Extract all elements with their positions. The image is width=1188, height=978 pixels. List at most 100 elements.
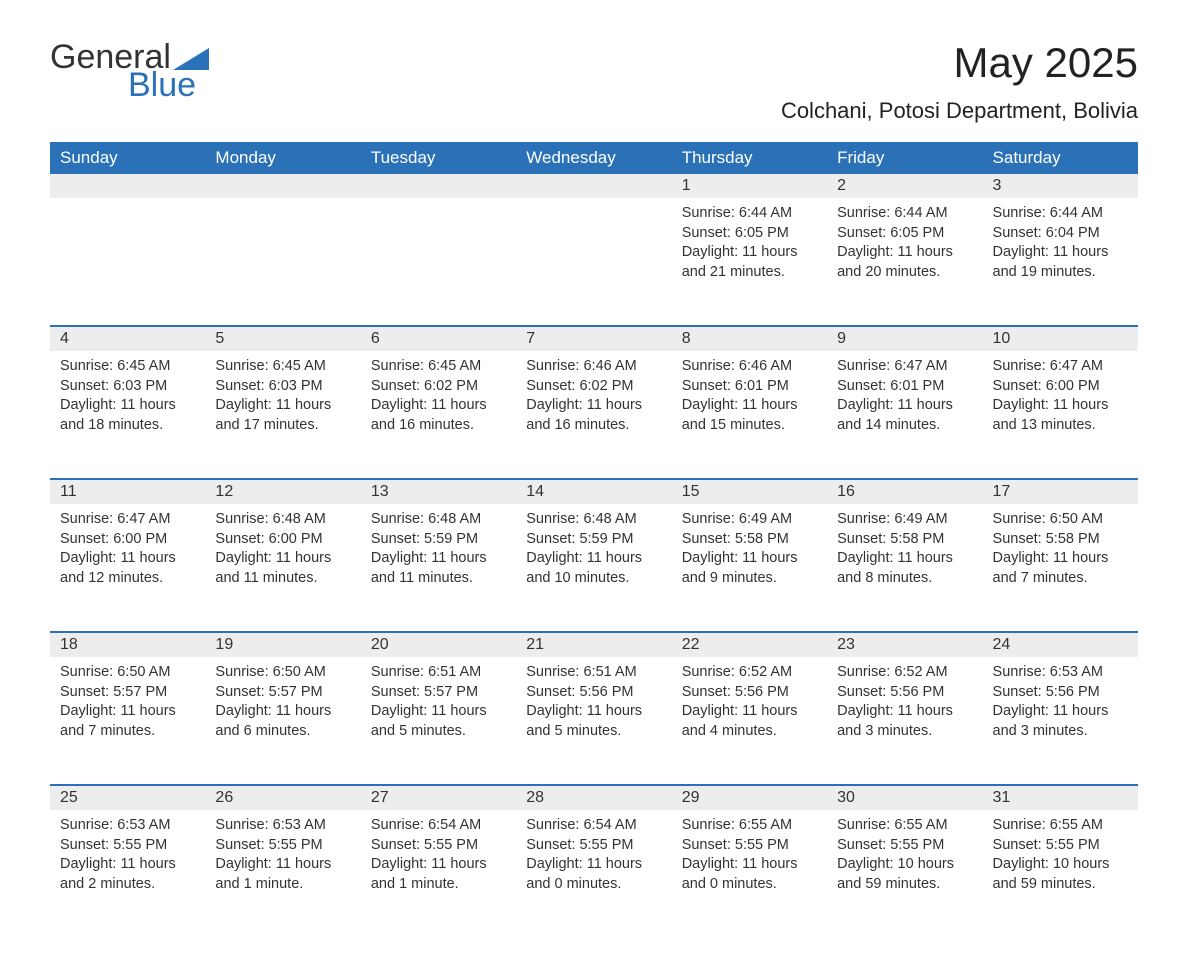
- day-content-cell: [516, 198, 671, 326]
- day-content-cell: Sunrise: 6:55 AMSunset: 5:55 PMDaylight:…: [983, 810, 1138, 938]
- daylight-line: Daylight: 11 hours and 6 minutes.: [215, 702, 350, 741]
- daylight-line: Daylight: 11 hours and 11 minutes.: [371, 549, 506, 588]
- day-content-cell: Sunrise: 6:51 AMSunset: 5:56 PMDaylight:…: [516, 657, 671, 785]
- day-content-cell: Sunrise: 6:55 AMSunset: 5:55 PMDaylight:…: [672, 810, 827, 938]
- daylight-line: Daylight: 11 hours and 20 minutes.: [837, 243, 972, 282]
- daylight-line: Daylight: 11 hours and 4 minutes.: [682, 702, 817, 741]
- sunset-line: Sunset: 6:00 PM: [60, 530, 195, 550]
- daylight-line: Daylight: 11 hours and 16 minutes.: [371, 396, 506, 435]
- day-content-cell: Sunrise: 6:45 AMSunset: 6:03 PMDaylight:…: [50, 351, 205, 479]
- sunrise-line: Sunrise: 6:47 AM: [837, 357, 972, 377]
- sunset-line: Sunset: 5:56 PM: [837, 683, 972, 703]
- day-number-cell: 2: [827, 174, 982, 198]
- sunrise-line: Sunrise: 6:44 AM: [682, 204, 817, 224]
- day-content-cell: Sunrise: 6:44 AMSunset: 6:05 PMDaylight:…: [827, 198, 982, 326]
- sunset-line: Sunset: 6:01 PM: [837, 377, 972, 397]
- day-number-cell: 4: [50, 326, 205, 351]
- day-content-cell: Sunrise: 6:46 AMSunset: 6:01 PMDaylight:…: [672, 351, 827, 479]
- sunset-line: Sunset: 5:55 PM: [371, 836, 506, 856]
- day-content-cell: Sunrise: 6:54 AMSunset: 5:55 PMDaylight:…: [516, 810, 671, 938]
- sunrise-line: Sunrise: 6:49 AM: [682, 510, 817, 530]
- day-content: Sunrise: 6:55 AMSunset: 5:55 PMDaylight:…: [672, 810, 827, 904]
- daylight-line: Daylight: 11 hours and 18 minutes.: [60, 396, 195, 435]
- day-number-row: 11121314151617: [50, 479, 1138, 504]
- logo: General Blue: [50, 40, 209, 102]
- sunrise-line: Sunrise: 6:51 AM: [371, 663, 506, 683]
- day-content-cell: Sunrise: 6:45 AMSunset: 6:02 PMDaylight:…: [361, 351, 516, 479]
- sunset-line: Sunset: 5:57 PM: [371, 683, 506, 703]
- day-content: Sunrise: 6:48 AMSunset: 6:00 PMDaylight:…: [205, 504, 360, 598]
- weekday-header: Saturday: [983, 142, 1138, 174]
- day-number-cell: 28: [516, 785, 671, 810]
- sunrise-line: Sunrise: 6:50 AM: [60, 663, 195, 683]
- day-number-cell: 21: [516, 632, 671, 657]
- sunrise-line: Sunrise: 6:48 AM: [215, 510, 350, 530]
- sunset-line: Sunset: 6:02 PM: [371, 377, 506, 397]
- day-content-cell: Sunrise: 6:55 AMSunset: 5:55 PMDaylight:…: [827, 810, 982, 938]
- day-number-cell: 24: [983, 632, 1138, 657]
- sunset-line: Sunset: 5:58 PM: [837, 530, 972, 550]
- sunset-line: Sunset: 5:57 PM: [215, 683, 350, 703]
- daylight-line: Daylight: 11 hours and 0 minutes.: [682, 855, 817, 894]
- day-content-cell: [205, 198, 360, 326]
- day-content: Sunrise: 6:53 AMSunset: 5:56 PMDaylight:…: [983, 657, 1138, 751]
- daylight-line: Daylight: 11 hours and 7 minutes.: [993, 549, 1128, 588]
- header: General Blue May 2025 Colchani, Potosi D…: [50, 40, 1138, 124]
- day-content-cell: Sunrise: 6:46 AMSunset: 6:02 PMDaylight:…: [516, 351, 671, 479]
- day-number-cell: 10: [983, 326, 1138, 351]
- sunrise-line: Sunrise: 6:53 AM: [60, 816, 195, 836]
- day-content: Sunrise: 6:47 AMSunset: 6:00 PMDaylight:…: [50, 504, 205, 598]
- day-content: Sunrise: 6:45 AMSunset: 6:02 PMDaylight:…: [361, 351, 516, 445]
- day-content-row: Sunrise: 6:44 AMSunset: 6:05 PMDaylight:…: [50, 198, 1138, 326]
- day-content: Sunrise: 6:50 AMSunset: 5:57 PMDaylight:…: [205, 657, 360, 751]
- sunset-line: Sunset: 5:56 PM: [526, 683, 661, 703]
- day-number-cell: 8: [672, 326, 827, 351]
- sunset-line: Sunset: 6:03 PM: [215, 377, 350, 397]
- day-content-row: Sunrise: 6:45 AMSunset: 6:03 PMDaylight:…: [50, 351, 1138, 479]
- daylight-line: Daylight: 11 hours and 1 minute.: [371, 855, 506, 894]
- day-content-cell: Sunrise: 6:44 AMSunset: 6:05 PMDaylight:…: [672, 198, 827, 326]
- sunset-line: Sunset: 5:55 PM: [993, 836, 1128, 856]
- day-content: Sunrise: 6:51 AMSunset: 5:56 PMDaylight:…: [516, 657, 671, 751]
- daylight-line: Daylight: 11 hours and 10 minutes.: [526, 549, 661, 588]
- day-content: Sunrise: 6:54 AMSunset: 5:55 PMDaylight:…: [516, 810, 671, 904]
- day-content-cell: Sunrise: 6:50 AMSunset: 5:57 PMDaylight:…: [205, 657, 360, 785]
- sunrise-line: Sunrise: 6:52 AM: [837, 663, 972, 683]
- sunrise-line: Sunrise: 6:55 AM: [682, 816, 817, 836]
- day-content-cell: Sunrise: 6:45 AMSunset: 6:03 PMDaylight:…: [205, 351, 360, 479]
- day-content: Sunrise: 6:45 AMSunset: 6:03 PMDaylight:…: [50, 351, 205, 445]
- daylight-line: Daylight: 11 hours and 19 minutes.: [993, 243, 1128, 282]
- daylight-line: Daylight: 11 hours and 12 minutes.: [60, 549, 195, 588]
- daylight-line: Daylight: 11 hours and 17 minutes.: [215, 396, 350, 435]
- sunrise-line: Sunrise: 6:45 AM: [215, 357, 350, 377]
- day-number-cell: 25: [50, 785, 205, 810]
- day-number-cell: [361, 174, 516, 198]
- weekday-header: Wednesday: [516, 142, 671, 174]
- day-content-cell: Sunrise: 6:51 AMSunset: 5:57 PMDaylight:…: [361, 657, 516, 785]
- title-block: May 2025 Colchani, Potosi Department, Bo…: [781, 40, 1138, 124]
- sunrise-line: Sunrise: 6:46 AM: [682, 357, 817, 377]
- weekday-header: Monday: [205, 142, 360, 174]
- sunset-line: Sunset: 6:03 PM: [60, 377, 195, 397]
- day-number-cell: 3: [983, 174, 1138, 198]
- sunset-line: Sunset: 6:04 PM: [993, 224, 1128, 244]
- day-number-cell: 20: [361, 632, 516, 657]
- day-number-cell: 16: [827, 479, 982, 504]
- sunrise-line: Sunrise: 6:54 AM: [526, 816, 661, 836]
- sunset-line: Sunset: 6:00 PM: [215, 530, 350, 550]
- sunrise-line: Sunrise: 6:48 AM: [526, 510, 661, 530]
- day-content: Sunrise: 6:52 AMSunset: 5:56 PMDaylight:…: [827, 657, 982, 751]
- day-number-row: 45678910: [50, 326, 1138, 351]
- day-content: Sunrise: 6:53 AMSunset: 5:55 PMDaylight:…: [205, 810, 360, 904]
- daylight-line: Daylight: 10 hours and 59 minutes.: [993, 855, 1128, 894]
- sunset-line: Sunset: 6:02 PM: [526, 377, 661, 397]
- daylight-line: Daylight: 11 hours and 11 minutes.: [215, 549, 350, 588]
- day-number-row: 123: [50, 174, 1138, 198]
- day-content: Sunrise: 6:52 AMSunset: 5:56 PMDaylight:…: [672, 657, 827, 751]
- day-number-cell: 1: [672, 174, 827, 198]
- day-content: Sunrise: 6:53 AMSunset: 5:55 PMDaylight:…: [50, 810, 205, 904]
- daylight-line: Daylight: 11 hours and 8 minutes.: [837, 549, 972, 588]
- day-content-cell: Sunrise: 6:54 AMSunset: 5:55 PMDaylight:…: [361, 810, 516, 938]
- day-content-cell: Sunrise: 6:48 AMSunset: 5:59 PMDaylight:…: [361, 504, 516, 632]
- sunrise-line: Sunrise: 6:53 AM: [215, 816, 350, 836]
